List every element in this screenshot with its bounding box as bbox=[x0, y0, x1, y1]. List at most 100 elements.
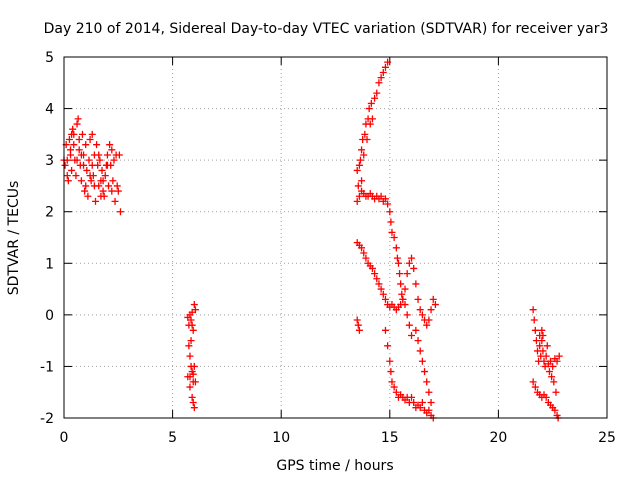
y-axis-label: SDTVAR / TECUs bbox=[6, 181, 22, 296]
plot-frame bbox=[63, 56, 608, 419]
data-point bbox=[88, 161, 96, 169]
data-point bbox=[73, 156, 81, 164]
data-point bbox=[386, 208, 394, 216]
data-point bbox=[70, 141, 78, 149]
data-point bbox=[190, 362, 198, 370]
data-point bbox=[401, 285, 409, 293]
data-point bbox=[553, 357, 561, 365]
data-point bbox=[81, 187, 89, 195]
axis-ticks: 0 5 10 15 20 25 -2 -1 0 1 2 3 4 5 bbox=[40, 50, 616, 446]
data-point bbox=[427, 306, 435, 314]
data-point bbox=[405, 321, 413, 329]
data-point bbox=[67, 151, 75, 159]
data-point bbox=[68, 166, 76, 174]
data-point bbox=[103, 161, 111, 169]
data-point bbox=[358, 244, 366, 252]
x-tick-label: 0 bbox=[60, 430, 69, 446]
data-point bbox=[414, 337, 422, 345]
data-point bbox=[354, 321, 362, 329]
data-point bbox=[73, 120, 81, 128]
data-point bbox=[418, 311, 426, 319]
data-point bbox=[388, 378, 396, 386]
data-point bbox=[384, 200, 392, 208]
y-tick-label: 3 bbox=[45, 153, 54, 169]
data-point bbox=[397, 301, 405, 309]
data-point bbox=[64, 177, 72, 185]
data-point bbox=[189, 326, 197, 334]
data-point bbox=[390, 383, 398, 391]
data-point bbox=[418, 399, 426, 407]
data-point bbox=[63, 156, 71, 164]
data-point bbox=[114, 187, 122, 195]
data-point bbox=[96, 156, 104, 164]
data-point bbox=[545, 368, 553, 376]
data-point bbox=[416, 306, 424, 314]
y-tick-label: 2 bbox=[45, 205, 54, 221]
data-point bbox=[77, 177, 85, 185]
data-point bbox=[95, 151, 103, 159]
data-point bbox=[396, 270, 404, 278]
data-point bbox=[531, 383, 539, 391]
data-point bbox=[86, 172, 94, 180]
data-point bbox=[423, 378, 431, 386]
y-tick-label: 0 bbox=[45, 308, 54, 324]
data-point bbox=[542, 393, 550, 401]
data-point bbox=[408, 393, 416, 401]
data-point bbox=[363, 136, 371, 144]
data-point bbox=[548, 373, 556, 381]
data-point bbox=[99, 187, 107, 195]
data-point bbox=[187, 337, 195, 345]
data-point bbox=[186, 352, 194, 360]
data-point bbox=[416, 347, 424, 355]
data-point bbox=[91, 197, 99, 205]
data-point bbox=[384, 58, 392, 66]
data-point bbox=[189, 399, 197, 407]
x-tick-label: 20 bbox=[489, 430, 507, 446]
data-point bbox=[111, 197, 119, 205]
data-point bbox=[188, 393, 196, 401]
data-point bbox=[80, 161, 88, 169]
data-point bbox=[542, 352, 550, 360]
data-point bbox=[529, 378, 537, 386]
data-point bbox=[354, 182, 362, 190]
data-point bbox=[65, 136, 73, 144]
data-point bbox=[552, 388, 560, 396]
data-point bbox=[377, 192, 385, 200]
data-point bbox=[390, 234, 398, 241]
data-point bbox=[425, 316, 433, 324]
data-point bbox=[423, 321, 431, 329]
data-point bbox=[83, 166, 91, 174]
data-point bbox=[361, 130, 369, 138]
data-point bbox=[531, 326, 539, 334]
data-point bbox=[90, 182, 98, 190]
data-point bbox=[381, 63, 389, 71]
data-point bbox=[539, 331, 547, 339]
data-point bbox=[403, 311, 411, 319]
data-point bbox=[368, 264, 376, 272]
data-point bbox=[188, 321, 196, 329]
data-point bbox=[538, 337, 546, 345]
data-point bbox=[82, 141, 90, 149]
data-point bbox=[530, 316, 538, 324]
data-point bbox=[425, 388, 433, 396]
data-point bbox=[87, 177, 95, 185]
data-point bbox=[387, 218, 395, 226]
data-point bbox=[371, 270, 379, 278]
data-point bbox=[108, 146, 116, 154]
data-point bbox=[78, 130, 86, 138]
data-point bbox=[93, 141, 101, 149]
data-point bbox=[373, 275, 381, 283]
data-point bbox=[379, 290, 387, 298]
data-point bbox=[421, 368, 429, 376]
data-point bbox=[109, 177, 117, 185]
data-point bbox=[414, 295, 422, 303]
data-point bbox=[98, 166, 106, 174]
chart-title: Day 210 of 2014, Sidereal Day-to-day VTE… bbox=[44, 21, 609, 37]
data-point bbox=[191, 306, 199, 314]
data-point bbox=[88, 130, 96, 138]
data-point bbox=[392, 244, 400, 252]
data-point bbox=[408, 254, 416, 262]
y-tick-label: -1 bbox=[40, 359, 54, 375]
data-point bbox=[110, 156, 118, 164]
data-point bbox=[549, 362, 557, 370]
